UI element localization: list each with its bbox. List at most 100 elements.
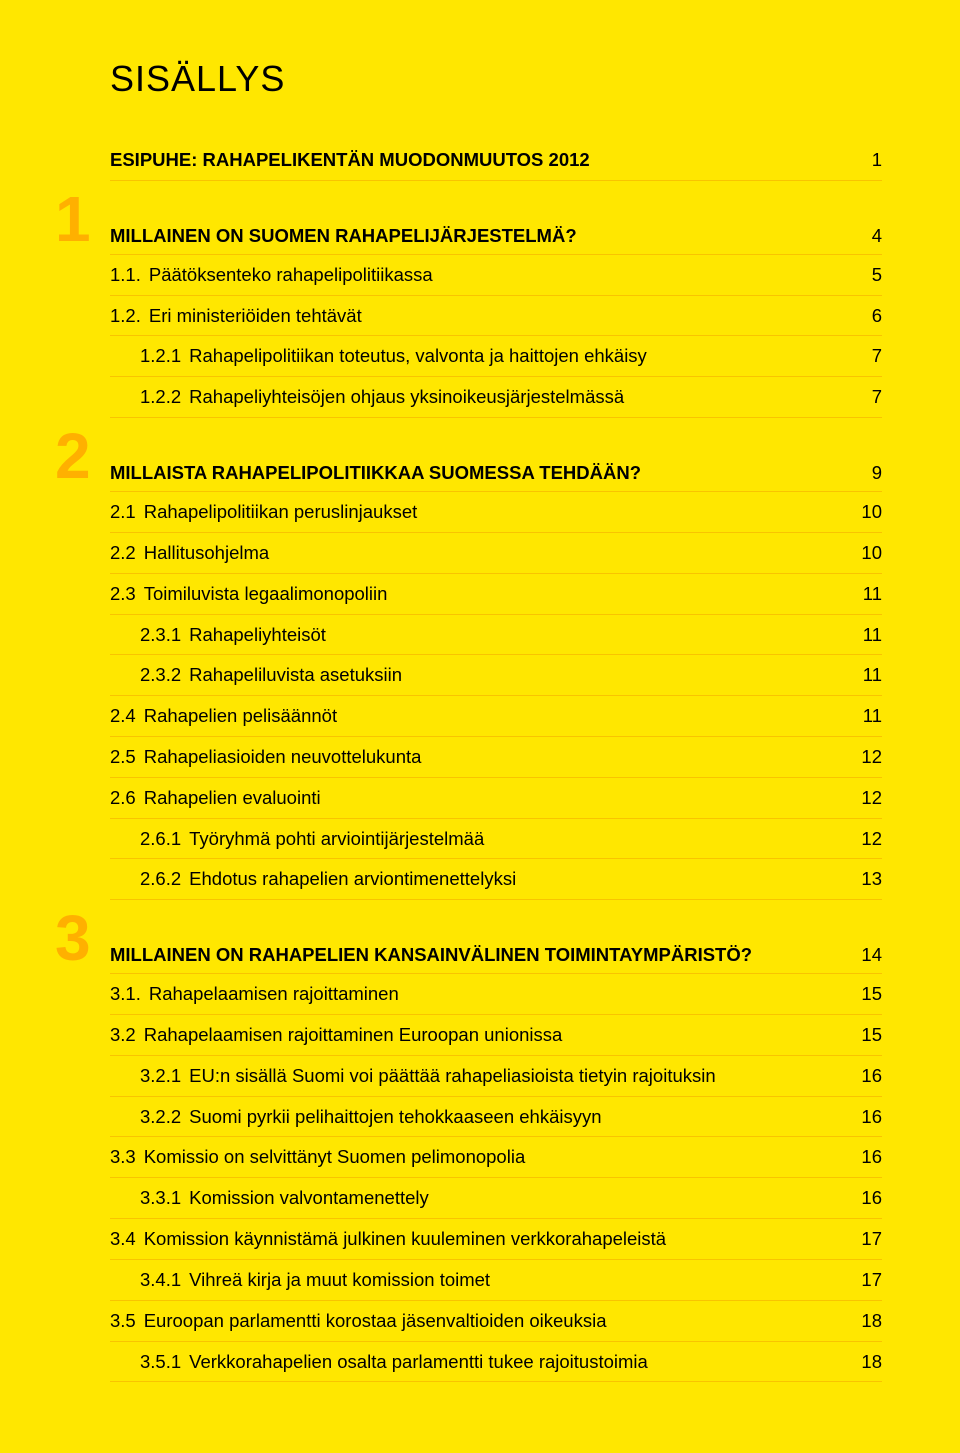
- toc-entry-label: Päätöksenteko rahapelipolitiikassa: [149, 262, 850, 289]
- toc-entry-page: 11: [850, 622, 882, 649]
- toc-entry: 1.1. Päätöksenteko rahapelipolitiikassa5: [110, 255, 882, 296]
- toc-entry-number: 3.1.: [110, 981, 141, 1008]
- toc-entry-number: 2.3: [110, 581, 136, 608]
- toc-entry-label: Rahapelaamisen rajoittaminen Euroopan un…: [144, 1022, 850, 1049]
- toc-entry-label: MILLAINEN ON RAHAPELIEN KANSAINVÄLINEN T…: [110, 944, 850, 966]
- toc-entry-label: Ehdotus rahapelien arviontimenettelyksi: [189, 866, 850, 893]
- toc-entry-number: 3.3.1: [140, 1185, 181, 1212]
- toc-entry-label: Euroopan parlamentti korostaa jäsenvalti…: [144, 1308, 850, 1335]
- toc-entry-page: 7: [850, 343, 882, 370]
- toc-entry: 3.1.Rahapelaamisen rajoittaminen15: [110, 974, 882, 1015]
- toc-entry-page: 15: [850, 1022, 882, 1049]
- toc-entry-number: 2.5: [110, 744, 136, 771]
- toc-entry-label: MILLAISTA RAHAPELIPOLITIIKKAA SUOMESSA T…: [110, 462, 850, 484]
- toc-entry: 3.2.1 EU:n sisällä Suomi voi päättää raha…: [110, 1056, 882, 1097]
- toc-entry-page: 16: [850, 1104, 882, 1131]
- toc-entry-number: 1.2.: [110, 303, 141, 330]
- toc-entry-label: Rahapelien pelisäännöt: [144, 703, 850, 730]
- toc-entry-label: Komissio on selvittänyt Suomen pelimonop…: [144, 1144, 850, 1171]
- toc-entry-label: Rahapelipolitiikan toteutus, valvonta ja…: [189, 343, 850, 370]
- toc-entry: 2.3.2 Rahapeliluvista asetuksiin11: [110, 655, 882, 696]
- toc-section: 1MILLAINEN ON SUOMEN RAHAPELIJÄRJESTELMÄ…: [110, 217, 882, 255]
- toc-entry-number: 2.6.1: [140, 826, 181, 853]
- toc-entry-page: 9: [850, 462, 882, 484]
- toc-entry-label: Eri ministeriöiden tehtävät: [149, 303, 850, 330]
- toc-entry-label: Hallitusohjelma: [144, 540, 850, 567]
- toc-entry: ESIPUHE: RAHAPELIKENTÄN MUODONMUUTOS 201…: [110, 136, 882, 181]
- toc-entry: 3.5 Euroopan parlamentti korostaa jäsenva…: [110, 1301, 882, 1342]
- toc-entry-number: 2.3.2: [140, 662, 181, 689]
- toc-entry-number: 2.6.2: [140, 866, 181, 893]
- toc-entry-page: 11: [850, 662, 882, 689]
- toc-entry: 1.2.1 Rahapelipolitiikan toteutus, valvon…: [110, 336, 882, 377]
- toc-entry-number: 3.4: [110, 1226, 136, 1253]
- page: SISÄLLYS ESIPUHE: RAHAPELIKENTÄN MUODONM…: [0, 0, 960, 1453]
- toc-entry-number: 3.4.1: [140, 1267, 181, 1294]
- toc-entry: 3.3.1Komission valvontamenettely16: [110, 1178, 882, 1219]
- toc-entry-number: 3.2.2: [140, 1104, 181, 1131]
- toc-entry-page: 12: [850, 826, 882, 853]
- toc-entry-number: 1.2.2: [140, 384, 181, 411]
- toc-entry-label: MILLAINEN ON SUOMEN RAHAPELIJÄRJESTELMÄ?: [110, 225, 850, 247]
- toc-section: 2MILLAISTA RAHAPELIPOLITIIKKAA SUOMESSA …: [110, 454, 882, 492]
- toc-entry-label: Rahapeliyhteisöt: [189, 622, 850, 649]
- toc-entry-page: 7: [850, 384, 882, 411]
- section-badge: 3: [55, 906, 91, 970]
- toc-entry-page: 16: [850, 1144, 882, 1171]
- toc-entry-page: 18: [850, 1308, 882, 1335]
- toc-entry-number: 2.2: [110, 540, 136, 567]
- toc-entry-page: 5: [850, 262, 882, 289]
- toc-entry-number: 1.1.: [110, 262, 141, 289]
- toc-section-head: MILLAISTA RAHAPELIPOLITIIKKAA SUOMESSA T…: [110, 454, 882, 492]
- toc-entry: 1.2.2 Rahapeliyhteisöjen ohjaus yksinoike…: [110, 377, 882, 418]
- toc-entry-label: Rahapeliyhteisöjen ohjaus yksinoikeusjär…: [189, 384, 850, 411]
- toc-entry: 2.6.2 Ehdotus rahapelien arviontimenettel…: [110, 859, 882, 900]
- toc-entry-number: 3.2: [110, 1022, 136, 1049]
- toc-entry: 2.5Rahapeliasioiden neuvottelukunta12: [110, 737, 882, 778]
- toc-entry-page: 18: [850, 1349, 882, 1376]
- toc-entry-number: 3.5.1: [140, 1349, 181, 1376]
- toc-entry: 3.5.1 Verkkorahapelien osalta parlamentti…: [110, 1342, 882, 1383]
- toc-entry-page: 17: [850, 1226, 882, 1253]
- toc-entry: 2.2 Hallitusohjelma10: [110, 533, 882, 574]
- toc-entry-page: 13: [850, 866, 882, 893]
- toc-entry-label: Rahapelien evaluointi: [144, 785, 850, 812]
- toc-entry-label: Rahapeliluvista asetuksiin: [189, 662, 850, 689]
- toc-entry-number: 3.5: [110, 1308, 136, 1335]
- toc-entry-page: 12: [850, 744, 882, 771]
- toc-entry-number: 3.2.1: [140, 1063, 181, 1090]
- toc-entry: 2.3Toimiluvista legaalimonopoliin11: [110, 574, 882, 615]
- toc-entry-number: 2.3.1: [140, 622, 181, 649]
- toc-entry-page: 10: [850, 499, 882, 526]
- toc-entry-number: 2.4: [110, 703, 136, 730]
- toc-entry-page: 6: [850, 303, 882, 330]
- toc-section-head: MILLAINEN ON RAHAPELIEN KANSAINVÄLINEN T…: [110, 936, 882, 974]
- toc-entry-label: EU:n sisällä Suomi voi päättää rahapelia…: [189, 1063, 850, 1090]
- toc-entry-label: Suomi pyrkii pelihaittojen tehokkaaseen …: [189, 1104, 850, 1131]
- doc-title: SISÄLLYS: [110, 58, 882, 100]
- toc-entry-label: Komission käynnistämä julkinen kuulemine…: [144, 1226, 850, 1253]
- toc-entry-label: Vihreä kirja ja muut komission toimet: [189, 1267, 850, 1294]
- section-spacer: [110, 900, 882, 916]
- toc-entry-page: 16: [850, 1185, 882, 1212]
- toc-entry-page: 14: [850, 944, 882, 966]
- section-badge: 2: [55, 424, 91, 488]
- toc-section: 3MILLAINEN ON RAHAPELIEN KANSAINVÄLINEN …: [110, 936, 882, 974]
- toc-entry-number: 2.1: [110, 499, 136, 526]
- toc-entry-label: Toimiluvista legaalimonopoliin: [144, 581, 850, 608]
- toc-entry: 3.2 Rahapelaamisen rajoittaminen Euroopan…: [110, 1015, 882, 1056]
- toc-entry-page: 15: [850, 981, 882, 1008]
- toc-entry-label: Työryhmä pohti arviointijärjestelmää: [189, 826, 850, 853]
- toc-entry: 2.1Rahapelipolitiikan peruslinjaukset10: [110, 492, 882, 533]
- toc-entry: 3.3Komissio on selvittänyt Suomen pelimo…: [110, 1137, 882, 1178]
- toc-entry-number: 2.6: [110, 785, 136, 812]
- toc-entry-page: 10: [850, 540, 882, 567]
- toc-entry-page: 1: [850, 147, 882, 174]
- toc-entry-page: 4: [850, 225, 882, 247]
- toc-section-head: MILLAINEN ON SUOMEN RAHAPELIJÄRJESTELMÄ?…: [110, 217, 882, 255]
- toc-entry-page: 12: [850, 785, 882, 812]
- toc-entry-label: Verkkorahapelien osalta parlamentti tuke…: [189, 1349, 850, 1376]
- section-spacer: [110, 418, 882, 434]
- toc-entry-number: 1.2.1: [140, 343, 181, 370]
- table-of-contents: ESIPUHE: RAHAPELIKENTÄN MUODONMUUTOS 201…: [110, 136, 882, 1382]
